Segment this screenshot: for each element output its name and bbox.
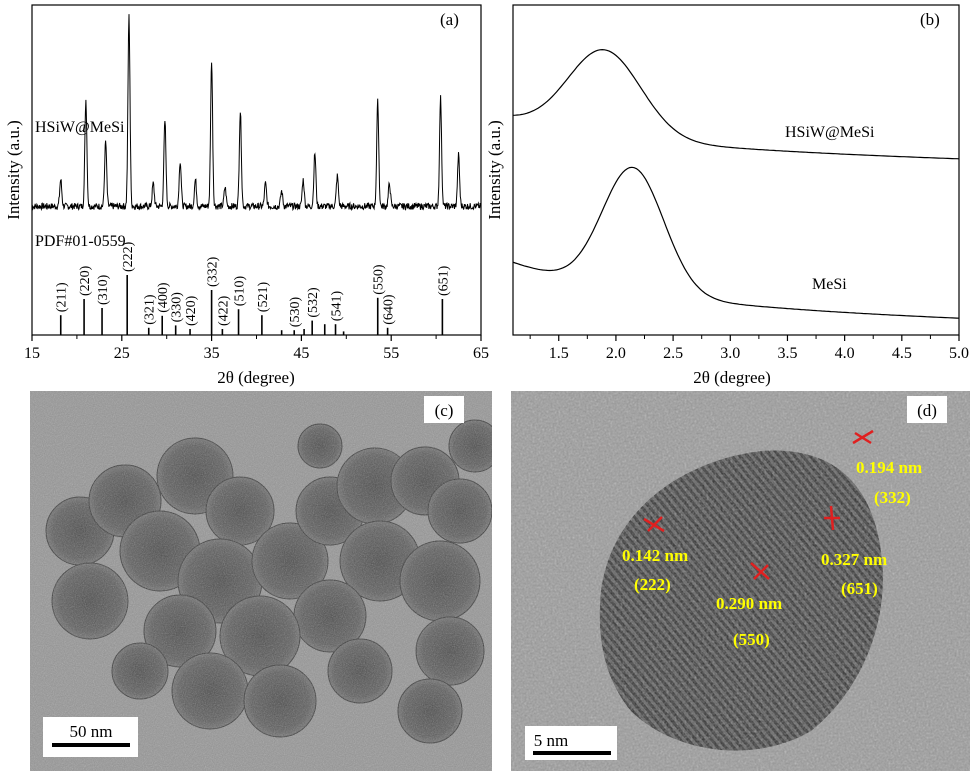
panel-label: (c): [435, 401, 454, 420]
x-axis-label: 2θ (degree): [693, 368, 771, 387]
hkl-label: (422): [216, 295, 231, 326]
lattice-marker-332: [852, 429, 874, 445]
hkl-332: (332): [874, 488, 911, 507]
hkl-222: (222): [634, 575, 671, 594]
lattice-marker-651: [824, 505, 840, 531]
hkl-label: (532): [306, 287, 321, 318]
panel-label: (b): [920, 10, 940, 29]
hkl-651: (651): [841, 579, 878, 598]
panel-label-box: [907, 396, 947, 423]
scale-bar-label: 50 nm: [70, 722, 113, 741]
x-tick-label: 3.0: [720, 345, 740, 362]
xrd-chart-a: (a) Intensity (a.u.) 2θ (degree) HSiW@Me…: [4, 4, 489, 387]
hkl-label: (310): [96, 274, 111, 305]
x-tick-label: 15: [24, 345, 40, 362]
x-tick-label: 3.5: [777, 345, 797, 362]
x-tick-label: 45: [293, 345, 309, 362]
x-tick-label: 4.5: [892, 345, 912, 362]
lattice-marker-550: [750, 562, 770, 580]
d-spacing-222: 0.142 nm: [622, 546, 688, 565]
hkl-label: (550): [372, 264, 387, 295]
tem-micrograph: (c) 50 nm: [30, 391, 492, 771]
scale-bar-box: [43, 717, 138, 757]
scale-bar-label: 5 nm: [534, 731, 568, 750]
hkl-label: (321): [143, 294, 158, 325]
x-tick-label: 65: [473, 345, 489, 362]
lattice-marker-222: [643, 516, 665, 533]
hkl-label: (211): [55, 282, 70, 312]
xrd-chart-b: (b) Intensity (a.u.) 2θ (degree) HSiW@Me…: [485, 4, 969, 387]
hkl-label: (521): [256, 282, 271, 313]
x-tick-label: 55: [383, 345, 399, 362]
reference-sticks: (211) (220) (310) (222) (321)(400)(330) (420)…: [55, 241, 451, 335]
x-tick-label: 2.5: [663, 345, 683, 362]
d-spacing-332: 0.194 nm: [856, 458, 922, 477]
x-axis-label: 2θ (degree): [217, 368, 295, 387]
series-label-reference: PDF#01-0559: [35, 233, 126, 250]
plot-frame: [512, 4, 960, 336]
series-label-sample: HSiW@MeSi: [35, 119, 125, 136]
hkl-label: (541): [330, 291, 345, 322]
x-tick-label: 4.0: [835, 345, 855, 362]
x-axis-ticks: 1.5 2.0 2.5 3.0 3.5 4.0 4.5 5.0: [529, 335, 969, 362]
panel-label-box: [424, 396, 464, 423]
x-axis-ticks: 15 25 35 45 55 65: [24, 335, 489, 362]
hkl-label: (400): [156, 282, 171, 313]
hkl-label: (420): [184, 295, 199, 326]
hkl-label: (220): [78, 265, 93, 296]
y-axis-label: Intensity (a.u.): [487, 120, 504, 220]
series-line-hsiw-mesi: [512, 48, 960, 160]
panel-label: (a): [440, 10, 459, 29]
x-tick-label: 35: [204, 345, 220, 362]
x-tick-label: 1.5: [549, 345, 569, 362]
series-label-sample: HSiW@MeSi: [785, 124, 875, 141]
hkl-label: (640): [382, 294, 397, 325]
hrtem-image-d: (d) 0.194 nm (332) 0.142 nm (222) 0.327 …: [511, 391, 970, 771]
hrtem-micrograph: (d) 0.194 nm (332) 0.142 nm (222) 0.327 …: [511, 391, 970, 771]
xrd-panel-a: (a) Intensity (a.u.) 2θ (degree) HSiW@Me…: [0, 0, 490, 390]
d-spacing-550: 0.290 nm: [716, 594, 782, 613]
hkl-label: (332): [206, 256, 221, 287]
hkl-550: (550): [733, 630, 770, 649]
x-tick-label: 2.0: [606, 345, 626, 362]
x-tick-label: 5.0: [949, 345, 969, 362]
xrd-pattern-line: [31, 14, 482, 212]
y-axis-label: Intensity (a.u.): [4, 120, 23, 220]
hkl-label: (222): [121, 241, 136, 272]
series-label-mesi: MeSi: [812, 276, 847, 293]
series-line-mesi: [512, 166, 960, 319]
scale-bar: [533, 751, 611, 755]
hkl-label: (510): [233, 276, 248, 307]
hkl-label: (530): [288, 297, 303, 328]
x-tick-label: 25: [114, 345, 130, 362]
hkl-label: (330): [170, 292, 185, 323]
panel-label: (d): [917, 401, 937, 420]
tem-image-c: (c) 50 nm: [30, 391, 492, 771]
scale-bar: [52, 743, 130, 747]
d-spacing-651: 0.327 nm: [821, 550, 887, 569]
saxs-panel-b: (b) Intensity (a.u.) 2θ (degree) HSiW@Me…: [485, 0, 974, 390]
hkl-label: (651): [436, 265, 451, 296]
